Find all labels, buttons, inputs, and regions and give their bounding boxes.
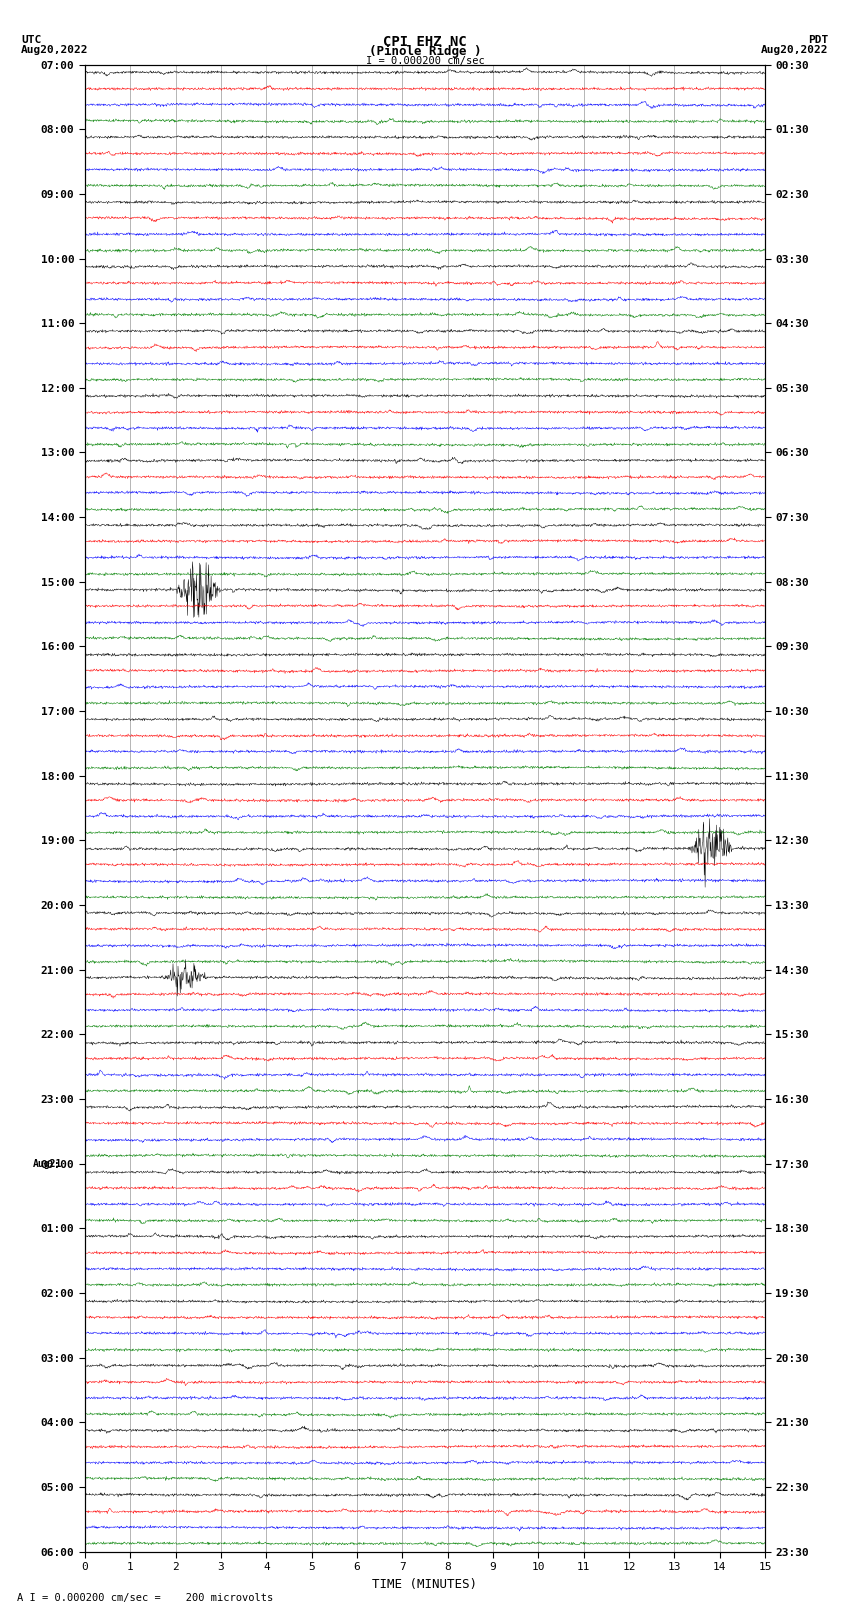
X-axis label: TIME (MINUTES): TIME (MINUTES) [372, 1578, 478, 1590]
Text: (Pinole Ridge ): (Pinole Ridge ) [369, 45, 481, 58]
Text: PDT: PDT [808, 35, 829, 45]
Text: Aug20,2022: Aug20,2022 [762, 45, 829, 55]
Text: UTC: UTC [21, 35, 42, 45]
Text: Aug20,2022: Aug20,2022 [21, 45, 88, 55]
Text: A I = 0.000200 cm/sec =    200 microvolts: A I = 0.000200 cm/sec = 200 microvolts [17, 1594, 273, 1603]
Text: CPI EHZ NC: CPI EHZ NC [383, 35, 467, 48]
Text: I = 0.000200 cm/sec: I = 0.000200 cm/sec [366, 56, 484, 66]
Text: Aug21: Aug21 [33, 1158, 62, 1169]
